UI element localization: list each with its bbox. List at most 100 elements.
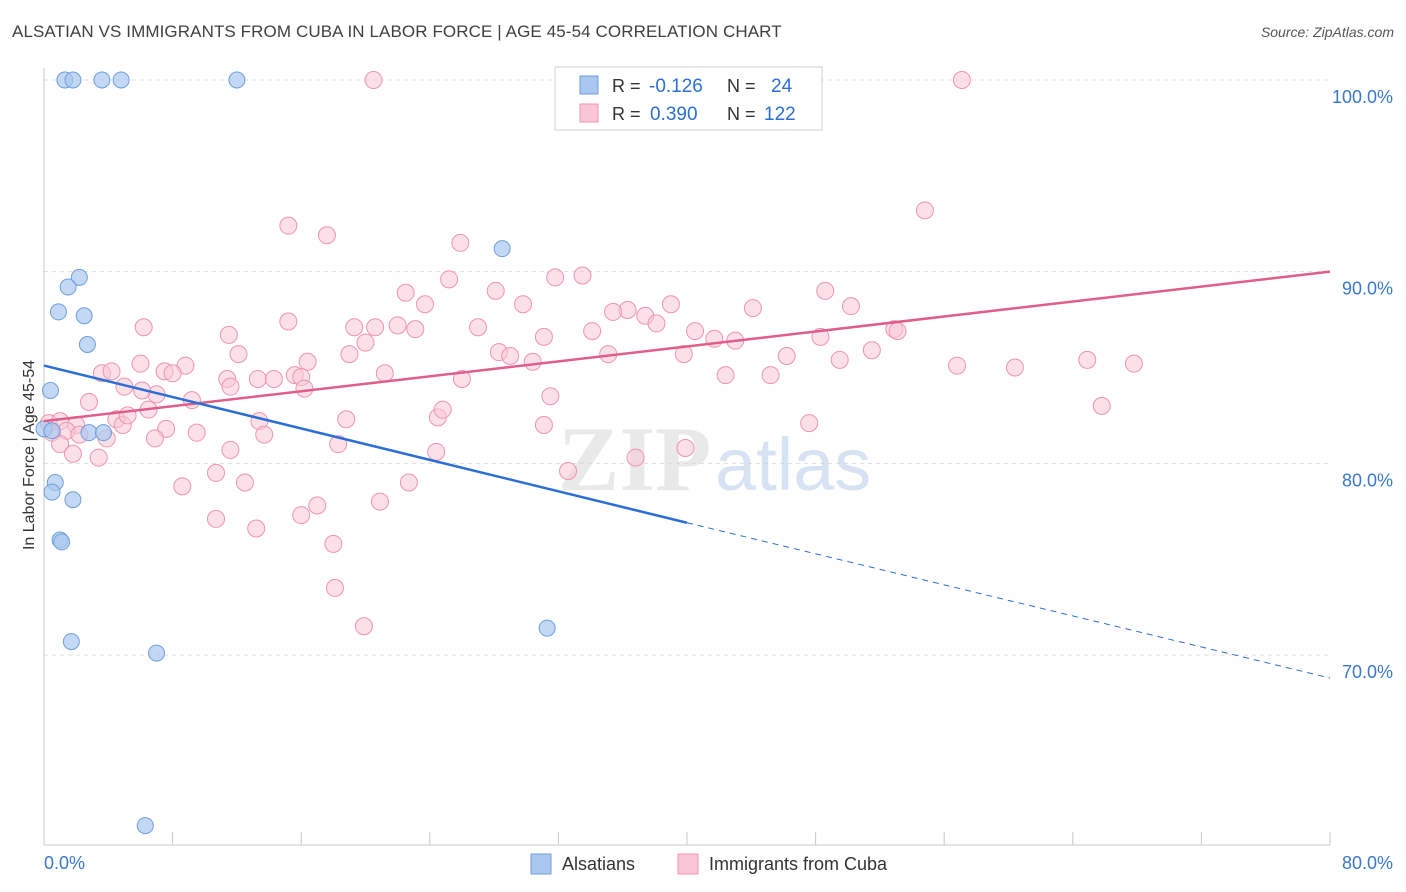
data-point-cuba (329, 435, 348, 454)
data-point-alsatian (112, 71, 130, 89)
data-point-cuba (546, 268, 565, 287)
data-point-cuba (248, 370, 267, 388)
data-point-cuba (830, 350, 849, 369)
trend-lines (43, 270, 1331, 679)
data-point-alsatian (41, 382, 59, 399)
bottom-legend: Alsatians Immigrants from Cuba (530, 853, 888, 875)
data-point-cuba (583, 322, 602, 341)
data-point-cuba (173, 477, 192, 496)
chart-title: ALSATIAN VS IMMIGRANTS FROM CUBA IN LABO… (12, 22, 782, 41)
data-point-cuba (761, 366, 780, 385)
data-point-cuba (415, 295, 434, 314)
data-point-cuba (559, 462, 578, 480)
x-tick-labels: 0.0% 80.0% (44, 853, 1393, 873)
data-point-alsatian (78, 336, 96, 353)
series-immigrants-from-cuba (39, 71, 1143, 636)
data-point-cuba (816, 281, 835, 300)
data-point-cuba (292, 506, 311, 525)
stats-n-value-alsatians: 24 (771, 76, 793, 97)
y-tick-labels: 70.0% 80.0% 90.0% 100.0% (1332, 87, 1393, 682)
legend-swatch-alsatians (530, 853, 552, 875)
data-point-cuba (862, 341, 881, 360)
stats-n-value-cuba: 122 (764, 104, 796, 125)
data-point-cuba (800, 414, 819, 433)
trend-line-alsatians (43, 364, 688, 524)
data-point-alsatian (53, 533, 71, 551)
data-point-cuba (1078, 350, 1097, 369)
data-point-alsatian (64, 491, 82, 509)
data-point-cuba (604, 302, 623, 321)
stats-swatch-alsatians (579, 75, 599, 95)
data-point-alsatian (43, 422, 61, 440)
data-point-alsatian (148, 644, 166, 662)
data-point-cuba (80, 393, 99, 411)
data-point-cuba (340, 345, 359, 364)
data-point-cuba (219, 325, 238, 344)
data-point-cuba (626, 448, 645, 467)
data-point-cuba (279, 312, 298, 331)
data-point-cuba (534, 416, 553, 434)
x-tick-label: 0.0% (44, 853, 85, 873)
stats-r-value-alsatians: -0.126 (649, 76, 703, 97)
data-point-alsatian (93, 71, 111, 89)
data-point-alsatian (49, 303, 67, 321)
data-point-cuba (375, 364, 394, 383)
data-point-cuba (235, 473, 254, 492)
stats-n-label-cuba: N = (727, 104, 756, 124)
data-point-cuba (221, 440, 240, 459)
data-point-cuba (308, 496, 327, 515)
data-point-cuba (102, 362, 121, 381)
data-point-cuba (229, 345, 248, 364)
data-point-cuba (948, 356, 967, 375)
data-point-cuba (255, 425, 274, 444)
data-point-cuba (354, 617, 373, 636)
stats-r-label-alsatians: R = (612, 76, 641, 96)
data-point-cuba (163, 364, 182, 383)
data-point-cuba (134, 318, 153, 337)
x-ticks (43, 832, 1331, 845)
data-point-cuba (399, 473, 418, 492)
data-point-cuba (777, 347, 796, 365)
data-point-cuba (221, 377, 240, 396)
data-point-cuba (888, 322, 907, 341)
data-point-alsatian (62, 633, 80, 651)
data-point-cuba (1005, 358, 1024, 377)
legend-label-alsatians: Alsatians (562, 854, 635, 874)
data-point-alsatian (538, 619, 556, 637)
stats-n-label-alsatians: N = (727, 76, 756, 96)
data-point-cuba (440, 270, 459, 289)
data-point-cuba (63, 444, 82, 463)
data-point-cuba (661, 295, 680, 314)
data-point-cuba (427, 442, 446, 461)
data-point-cuba (514, 295, 533, 314)
data-point-cuba (676, 439, 695, 457)
data-point-cuba (247, 519, 266, 538)
data-point-cuba (716, 366, 735, 385)
data-point-alsatian (136, 817, 154, 835)
data-point-cuba (841, 297, 860, 316)
data-point-cuba (541, 387, 560, 406)
data-point-cuba (743, 299, 762, 318)
data-point-cuba (279, 216, 298, 235)
data-point-cuba (89, 448, 108, 467)
data-point-alsatian (94, 424, 112, 442)
watermark: ZIP atlas (558, 408, 871, 510)
data-point-cuba (337, 410, 356, 429)
data-point-cuba (264, 370, 283, 388)
data-point-cuba (573, 266, 592, 285)
source-label: Source: ZipAtlas.com (1260, 24, 1394, 40)
watermark-atlas: atlas (715, 423, 871, 506)
data-point-cuba (433, 400, 452, 419)
data-point-alsatian (64, 71, 82, 89)
data-point-cuba (324, 534, 343, 553)
data-point-cuba (451, 233, 470, 252)
legend-label-cuba: Immigrants from Cuba (709, 854, 888, 874)
data-point-cuba (207, 463, 226, 482)
legend-swatch-cuba (677, 853, 699, 875)
data-point-alsatian (80, 424, 98, 442)
data-point-cuba (118, 406, 137, 425)
data-point-alsatian (59, 278, 77, 296)
data-point-alsatian (228, 71, 246, 89)
data-point-alsatian (493, 240, 511, 258)
